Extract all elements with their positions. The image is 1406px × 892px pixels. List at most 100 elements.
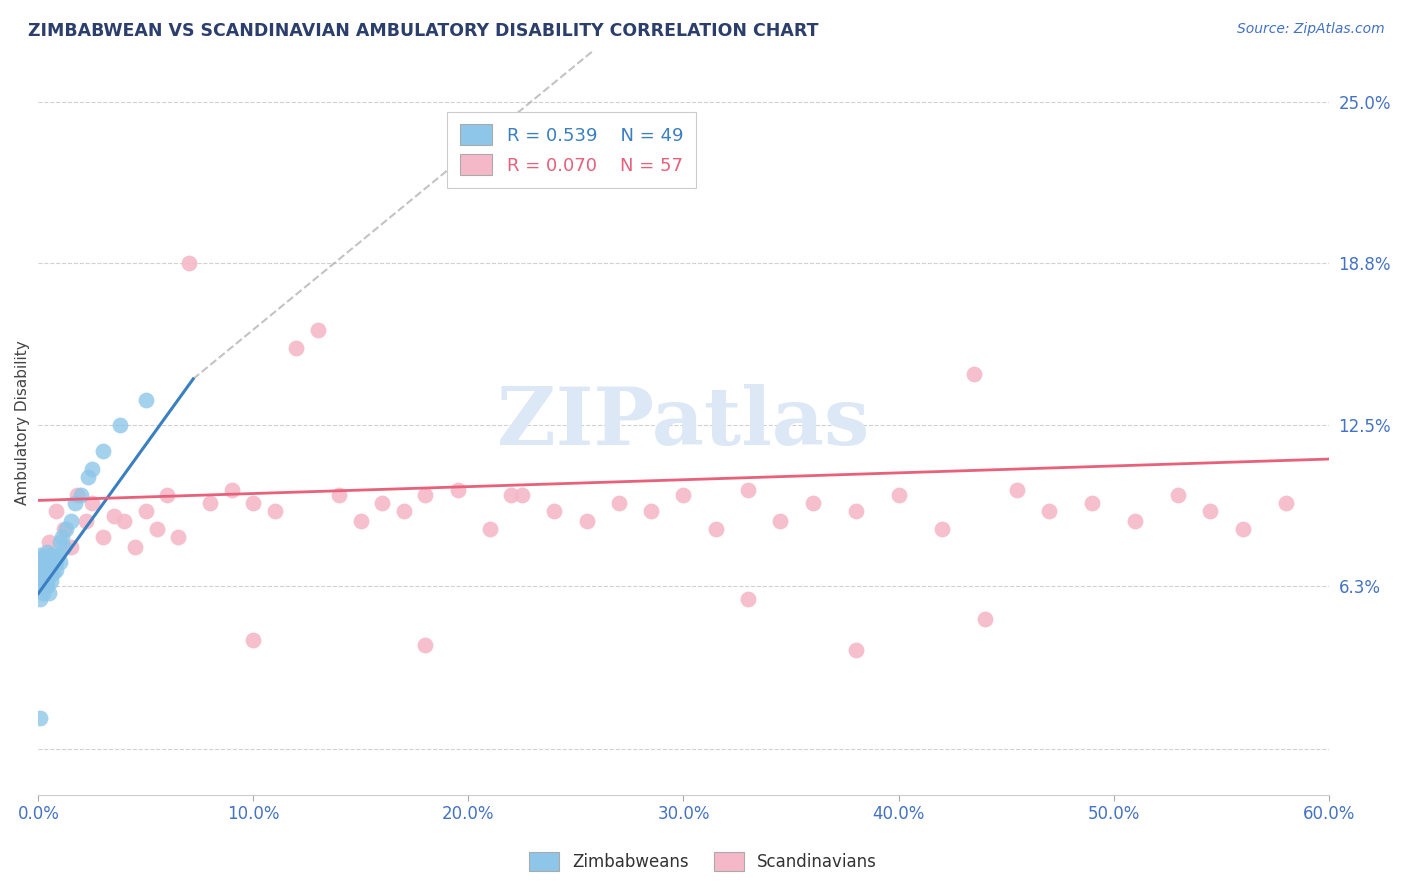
Point bbox=[82, 496, 104, 510]
Point bbox=[501, 488, 523, 502]
Point bbox=[70, 488, 93, 502]
Text: ZIMBABWEAN VS SCANDINAVIAN AMBULATORY DISABILITY CORRELATION CHART: ZIMBABWEAN VS SCANDINAVIAN AMBULATORY DI… bbox=[28, 22, 818, 40]
Point bbox=[844, 643, 866, 657]
Point bbox=[737, 591, 759, 606]
Point bbox=[30, 566, 52, 580]
Point bbox=[75, 514, 97, 528]
Point bbox=[1199, 504, 1222, 518]
Point bbox=[242, 496, 264, 510]
Point bbox=[59, 540, 82, 554]
Point bbox=[45, 504, 67, 518]
Point bbox=[1038, 504, 1060, 518]
Point bbox=[38, 534, 60, 549]
Point bbox=[34, 574, 56, 588]
Point bbox=[91, 444, 114, 458]
Point bbox=[31, 586, 53, 600]
Point bbox=[30, 548, 52, 562]
Point bbox=[82, 462, 104, 476]
Point bbox=[51, 530, 73, 544]
Y-axis label: Ambulatory Disability: Ambulatory Disability bbox=[15, 341, 30, 505]
Text: ZIPatlas: ZIPatlas bbox=[498, 384, 870, 462]
Point bbox=[350, 514, 373, 528]
Point bbox=[135, 392, 157, 407]
Point bbox=[607, 496, 630, 510]
Point bbox=[55, 522, 77, 536]
Point bbox=[34, 568, 56, 582]
Point bbox=[221, 483, 243, 497]
Point bbox=[1232, 522, 1254, 536]
Point bbox=[415, 638, 437, 652]
Point bbox=[91, 530, 114, 544]
Point bbox=[34, 563, 56, 577]
Point bbox=[39, 548, 62, 562]
Point bbox=[103, 508, 125, 523]
Point bbox=[35, 566, 58, 580]
Point bbox=[200, 496, 222, 510]
Point bbox=[264, 504, 287, 518]
Point bbox=[35, 556, 58, 570]
Point bbox=[963, 367, 986, 381]
Point bbox=[1274, 496, 1296, 510]
Point bbox=[510, 488, 533, 502]
Point bbox=[931, 522, 953, 536]
Point bbox=[38, 560, 60, 574]
Point bbox=[285, 341, 308, 355]
Point bbox=[447, 483, 470, 497]
Point bbox=[30, 591, 52, 606]
Point bbox=[769, 514, 792, 528]
Point bbox=[39, 556, 62, 570]
Point bbox=[49, 534, 72, 549]
Point bbox=[42, 550, 65, 565]
Point bbox=[704, 522, 727, 536]
Point bbox=[156, 488, 179, 502]
Point bbox=[30, 710, 52, 724]
Point bbox=[672, 488, 695, 502]
Point bbox=[1081, 496, 1104, 510]
Point bbox=[49, 556, 72, 570]
Text: Source: ZipAtlas.com: Source: ZipAtlas.com bbox=[1237, 22, 1385, 37]
Point bbox=[30, 556, 52, 570]
Point bbox=[478, 522, 501, 536]
Point bbox=[46, 548, 69, 562]
Point bbox=[737, 483, 759, 497]
Point bbox=[328, 488, 350, 502]
Point bbox=[108, 418, 131, 433]
Point bbox=[38, 553, 60, 567]
Point bbox=[844, 504, 866, 518]
Point bbox=[1123, 514, 1146, 528]
Point bbox=[53, 522, 76, 536]
Point bbox=[135, 504, 157, 518]
Point bbox=[973, 612, 995, 626]
Point bbox=[242, 632, 264, 647]
Point bbox=[31, 579, 53, 593]
Point bbox=[38, 586, 60, 600]
Point bbox=[38, 568, 60, 582]
Point bbox=[42, 558, 65, 572]
Point bbox=[1005, 483, 1028, 497]
Point bbox=[112, 514, 135, 528]
Point bbox=[543, 504, 565, 518]
Legend: R = 0.539    N = 49, R = 0.070    N = 57: R = 0.539 N = 49, R = 0.070 N = 57 bbox=[447, 112, 696, 188]
Point bbox=[415, 488, 437, 502]
Point bbox=[34, 560, 56, 574]
Point bbox=[59, 514, 82, 528]
Point bbox=[167, 530, 190, 544]
Point bbox=[39, 574, 62, 588]
Point bbox=[145, 522, 167, 536]
Legend: Zimbabweans, Scandinavians: Zimbabweans, Scandinavians bbox=[520, 843, 886, 880]
Point bbox=[392, 504, 415, 518]
Point bbox=[63, 496, 86, 510]
Point bbox=[1167, 488, 1189, 502]
Point bbox=[371, 496, 394, 510]
Point bbox=[31, 558, 53, 572]
Point bbox=[45, 563, 67, 577]
Point bbox=[30, 574, 52, 588]
Point bbox=[575, 514, 598, 528]
Point bbox=[31, 550, 53, 565]
Point bbox=[35, 545, 58, 559]
Point bbox=[177, 255, 200, 269]
Point bbox=[31, 571, 53, 585]
Point bbox=[640, 504, 662, 518]
Point bbox=[801, 496, 824, 510]
Point bbox=[39, 566, 62, 580]
